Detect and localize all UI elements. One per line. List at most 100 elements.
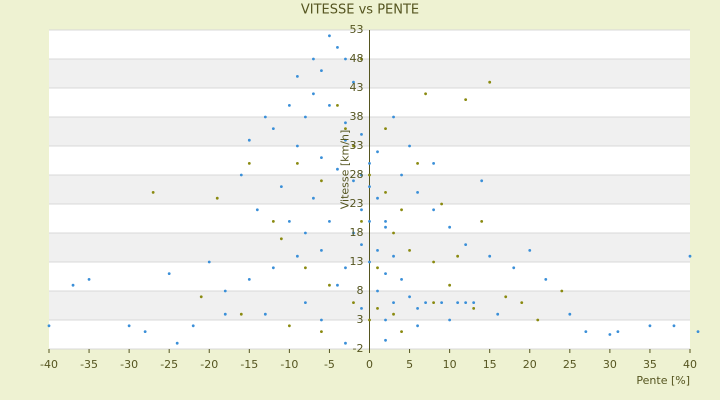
- y-axis-title: Vitesse [km/h]: [339, 130, 352, 210]
- scatter-point: [352, 144, 355, 148]
- x-tick-label: -30: [120, 358, 138, 371]
- scatter-point: [376, 307, 379, 310]
- scatter-point: [247, 278, 251, 281]
- scatter-point: [424, 92, 427, 96]
- scatter-point: [239, 312, 243, 316]
- scatter-point: [360, 243, 363, 247]
- y-tick-label: 48: [350, 52, 364, 65]
- scatter-point: [520, 301, 524, 304]
- x-tick-label: -25: [160, 358, 178, 371]
- scatter-point: [616, 330, 620, 333]
- x-tick-label: 15: [483, 358, 497, 371]
- scatter-point: [271, 127, 275, 130]
- scatter-point: [688, 254, 692, 258]
- scatter-point: [287, 324, 291, 328]
- scatter-point: [295, 254, 299, 258]
- scatter-point: [400, 278, 403, 281]
- scatter-point: [384, 272, 387, 275]
- x-tick-label: 25: [563, 358, 577, 371]
- scatter-point: [215, 196, 219, 200]
- scatter-point: [368, 318, 371, 322]
- scatter-point: [271, 266, 275, 270]
- scatter-point: [384, 225, 387, 229]
- scatter-point: [448, 318, 452, 322]
- scatter-point: [392, 115, 395, 119]
- y-tick-label: 23: [350, 197, 364, 210]
- scatter-point: [175, 341, 179, 345]
- x-tick-label: 35: [643, 358, 657, 371]
- scatter-point: [432, 208, 435, 212]
- scatter-point: [287, 104, 291, 107]
- scatter-point: [304, 301, 307, 304]
- scatter-point: [279, 237, 283, 241]
- scatter-point: [472, 307, 476, 310]
- scatter-point: [696, 330, 700, 333]
- scatter-point: [320, 69, 323, 72]
- scatter-point: [320, 330, 323, 333]
- y-tick-label: 28: [350, 168, 364, 181]
- scatter-point: [304, 115, 307, 119]
- scatter-point: [456, 301, 460, 304]
- scatter-point: [464, 98, 468, 101]
- scatter-point: [408, 249, 411, 252]
- x-tick-label: -20: [200, 358, 218, 371]
- scatter-point: [360, 57, 363, 61]
- scatter-point: [295, 75, 299, 78]
- scatter-point: [472, 301, 476, 304]
- scatter-point: [344, 127, 347, 130]
- scatter-point: [400, 208, 403, 212]
- scatter-point: [328, 104, 331, 107]
- scatter-point: [352, 231, 355, 235]
- scatter-point: [544, 278, 548, 281]
- x-tick-label: -15: [240, 358, 258, 371]
- scatter-point: [368, 260, 371, 264]
- x-tick-label: -5: [324, 358, 335, 371]
- scatter-point: [376, 196, 379, 200]
- scatter-point: [416, 191, 419, 194]
- y-tick-label: 13: [350, 255, 364, 268]
- scatter-point: [320, 249, 323, 252]
- scatter-point: [384, 220, 387, 223]
- x-tick-label: 40: [683, 358, 697, 371]
- scatter-point: [360, 220, 363, 223]
- scatter-point: [336, 104, 339, 107]
- scatter-point: [127, 324, 131, 328]
- scatter-point: [47, 324, 51, 328]
- y-tick-label: 38: [350, 110, 364, 123]
- scatter-point: [424, 301, 427, 304]
- scatter-point: [416, 162, 419, 165]
- x-axis-title: Pente [%]: [636, 374, 690, 387]
- scatter-point: [360, 208, 363, 212]
- scatter-point: [368, 185, 371, 189]
- scatter-point: [263, 312, 267, 316]
- scatter-point: [536, 318, 540, 322]
- scatter-point: [223, 289, 227, 293]
- y-tick-label: 3: [357, 313, 364, 326]
- scatter-point: [247, 162, 251, 165]
- scatter-point: [320, 156, 323, 160]
- scatter-point: [287, 220, 291, 223]
- scatter-point: [304, 231, 307, 235]
- scatter-point: [295, 162, 299, 165]
- scatter-point: [312, 196, 315, 200]
- scatter-point: [496, 312, 500, 316]
- scatter-point: [448, 283, 452, 287]
- scatter-point: [207, 260, 211, 264]
- scatter-point: [376, 289, 379, 293]
- x-tick-label: -10: [280, 358, 298, 371]
- scatter-point: [87, 278, 91, 281]
- scatter-point: [648, 324, 652, 328]
- chart-title: VITESSE vs PENTE: [301, 3, 419, 18]
- scatter-point: [328, 34, 331, 38]
- scatter-point: [352, 80, 355, 84]
- scatter-point: [255, 208, 259, 212]
- scatter-point: [247, 138, 251, 142]
- y-tick-label: 43: [350, 81, 364, 94]
- scatter-point: [512, 266, 516, 270]
- scatter-point: [392, 312, 395, 316]
- scatter-point: [352, 301, 355, 304]
- scatter-point: [400, 330, 403, 333]
- scatter-point: [199, 295, 203, 299]
